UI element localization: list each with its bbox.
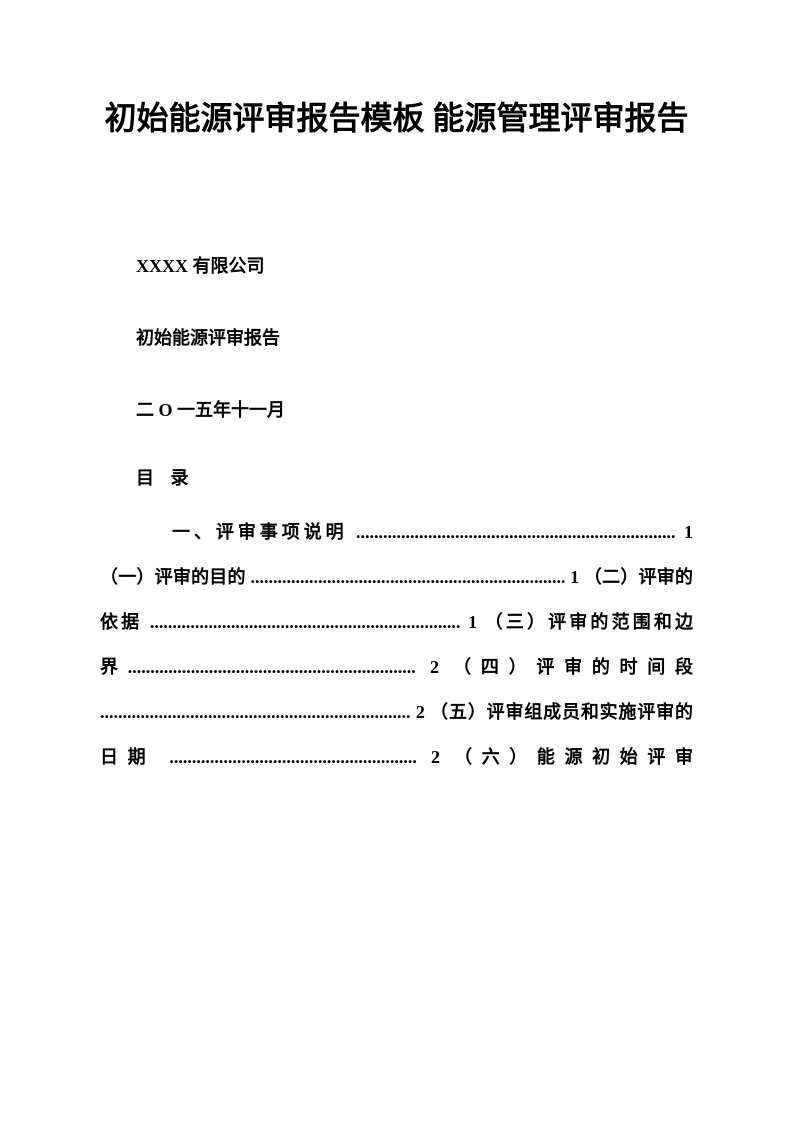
report-date: 二 O 一五年十一月 xyxy=(100,392,693,428)
toc-header: 目 录 xyxy=(100,464,693,490)
company-name: XXXX 有限公司 xyxy=(100,248,693,284)
toc-content: 一、评审事项说明 ...............................… xyxy=(100,510,693,780)
report-subtitle: 初始能源评审报告 xyxy=(100,320,693,356)
document-title: 初始能源评审报告模板 能源管理评审报告 xyxy=(100,90,693,148)
